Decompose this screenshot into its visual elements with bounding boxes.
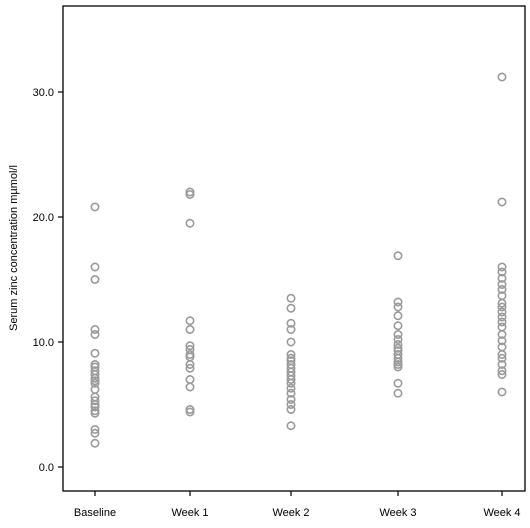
data-point [90, 369, 100, 379]
data-point [393, 334, 403, 344]
y-tick-label: 20.0 [33, 212, 54, 224]
data-point [497, 298, 507, 308]
data-point [497, 267, 507, 277]
data-point [497, 284, 507, 294]
x-tick-label: Week 1 [171, 507, 208, 519]
data-point [497, 279, 507, 289]
x-axis: Baseline Week 1 Week 2 Week 3 Week 4 [74, 491, 521, 519]
y-tick-label: 0.0 [39, 462, 54, 474]
y-tick-label: 10.0 [33, 337, 54, 349]
data-point [497, 387, 507, 397]
data-point [497, 273, 507, 283]
data-point [90, 202, 100, 212]
data-point [393, 378, 403, 388]
data-point [286, 388, 296, 398]
data-point [286, 337, 296, 347]
data-point [393, 353, 403, 363]
data-points [90, 72, 507, 448]
data-point [497, 302, 507, 312]
data-point [393, 321, 403, 331]
y-tick-label: 30.0 [33, 87, 54, 99]
data-point [393, 329, 403, 339]
plot-area [62, 5, 526, 492]
data-point [90, 408, 100, 418]
data-point [90, 396, 100, 406]
data-point [393, 388, 403, 398]
data-point [286, 349, 296, 359]
y-axis-title: Serum zinc concentration mµmol/l [8, 165, 20, 331]
data-point [497, 262, 507, 272]
data-point [393, 251, 403, 261]
data-point [185, 316, 195, 326]
data-point [90, 378, 100, 388]
x-tick-label: Week 4 [483, 507, 520, 519]
x-tick-label: Week 2 [272, 507, 309, 519]
data-point [497, 72, 507, 82]
data-point [286, 324, 296, 334]
data-point [393, 302, 403, 312]
data-point [185, 363, 195, 373]
data-point [185, 218, 195, 228]
data-point [90, 348, 100, 358]
data-point [90, 329, 100, 339]
data-point [497, 369, 507, 379]
data-point [286, 293, 296, 303]
data-point [90, 324, 100, 334]
data-point [393, 362, 403, 372]
data-point [185, 382, 195, 392]
data-point [90, 262, 100, 272]
data-point [497, 349, 507, 359]
data-point [393, 339, 403, 349]
data-point [90, 274, 100, 284]
data-point [497, 197, 507, 207]
data-point [286, 383, 296, 393]
data-point [90, 438, 100, 448]
data-point [90, 402, 100, 412]
data-point [497, 307, 507, 317]
data-point [185, 190, 195, 200]
x-tick-label: Week 3 [379, 507, 416, 519]
data-point [497, 336, 507, 346]
data-point [286, 378, 296, 388]
data-point [393, 311, 403, 321]
data-point [185, 341, 195, 351]
data-point [497, 329, 507, 339]
data-point [286, 399, 296, 409]
data-point [497, 353, 507, 363]
data-point [497, 366, 507, 376]
data-point [286, 374, 296, 384]
data-point [90, 424, 100, 434]
data-point [393, 297, 403, 307]
data-point [497, 312, 507, 322]
data-point [286, 303, 296, 313]
x-tick-label: Baseline [74, 507, 116, 519]
data-point [286, 421, 296, 431]
data-point [286, 318, 296, 328]
data-point [185, 324, 195, 334]
y-axis: 0.0 10.0 20.0 30.0 [33, 87, 63, 474]
data-point [90, 428, 100, 438]
data-point [286, 404, 296, 414]
data-point [185, 359, 195, 369]
data-point [185, 407, 195, 417]
data-point [497, 317, 507, 327]
data-point [286, 394, 296, 404]
data-point [497, 359, 507, 369]
